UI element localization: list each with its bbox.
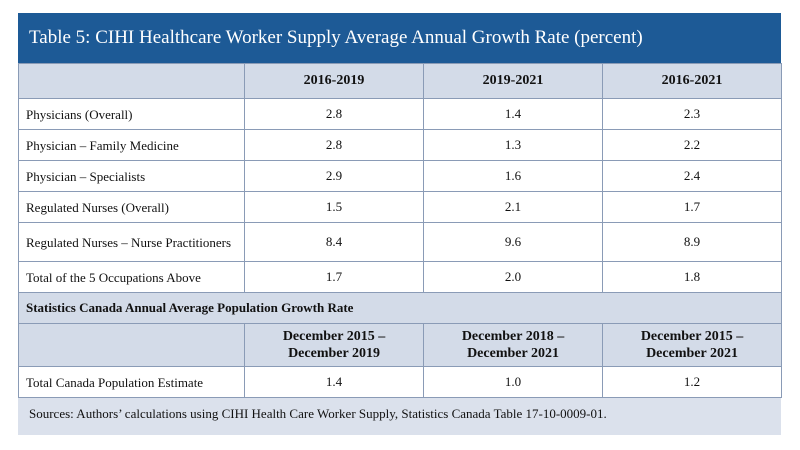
row-label: Total Canada Population Estimate bbox=[18, 366, 245, 398]
header-blank-cell bbox=[18, 323, 245, 367]
column-header: 2016-2021 bbox=[602, 63, 782, 99]
cell-value: 2.3 bbox=[602, 98, 782, 130]
growth-rate-table: 2016-2019 2019-2021 2016-2021 Physicians… bbox=[18, 63, 782, 398]
cell-value: 1.3 bbox=[423, 129, 603, 161]
column-header: 2016-2019 bbox=[244, 63, 424, 99]
cell-value: 1.6 bbox=[423, 160, 603, 192]
cell-value: 1.0 bbox=[423, 366, 603, 398]
row-label: Physician – Specialists bbox=[18, 160, 245, 192]
table-row: Physician – Specialists 2.9 1.6 2.4 bbox=[18, 160, 782, 192]
table-row: Physicians (Overall) 2.8 1.4 2.3 bbox=[18, 98, 782, 130]
column-header-line: December 2021 bbox=[646, 346, 738, 361]
column-header-line: December 2015 – bbox=[282, 329, 386, 344]
table-title: Table 5: CIHI Healthcare Worker Supply A… bbox=[18, 13, 781, 63]
cell-value: 1.7 bbox=[602, 191, 782, 223]
column-header: 2019-2021 bbox=[423, 63, 603, 99]
cell-value: 1.2 bbox=[602, 366, 782, 398]
population-header-row: December 2015 – December 2019 December 2… bbox=[18, 323, 782, 367]
table-header-row: 2016-2019 2019-2021 2016-2021 bbox=[18, 63, 782, 99]
cell-value: 2.8 bbox=[244, 98, 424, 130]
cell-value: 2.1 bbox=[423, 191, 603, 223]
column-header-line: December 2018 – bbox=[461, 329, 565, 344]
section-heading-row: Statistics Canada Annual Average Populat… bbox=[18, 292, 782, 324]
column-header-line: December 2021 bbox=[467, 346, 559, 361]
cell-value: 1.4 bbox=[423, 98, 603, 130]
table-row: Total of the 5 Occupations Above 1.7 2.0… bbox=[18, 261, 782, 293]
column-header: December 2018 – December 2021 bbox=[423, 323, 603, 367]
cell-value: 2.4 bbox=[602, 160, 782, 192]
cell-value: 1.8 bbox=[602, 261, 782, 293]
cell-value: 2.0 bbox=[423, 261, 603, 293]
column-header: December 2015 – December 2019 bbox=[244, 323, 424, 367]
sources-note: Sources: Authors’ calculations using CIH… bbox=[29, 406, 607, 421]
table-row: Regulated Nurses (Overall) 1.5 2.1 1.7 bbox=[18, 191, 782, 223]
column-header: December 2015 – December 2021 bbox=[602, 323, 782, 367]
table-row: Physician – Family Medicine 2.8 1.3 2.2 bbox=[18, 129, 782, 161]
table-row: Regulated Nurses – Nurse Practitioners 8… bbox=[18, 222, 782, 262]
row-label: Physician – Family Medicine bbox=[18, 129, 245, 161]
column-header-line: December 2019 bbox=[288, 346, 380, 361]
cell-value: 2.8 bbox=[244, 129, 424, 161]
cell-value: 8.4 bbox=[244, 222, 424, 262]
row-label: Regulated Nurses (Overall) bbox=[18, 191, 245, 223]
cell-value: 9.6 bbox=[423, 222, 603, 262]
table-figure: Table 5: CIHI Healthcare Worker Supply A… bbox=[18, 13, 782, 435]
header-blank-cell bbox=[18, 63, 245, 99]
cell-value: 1.4 bbox=[244, 366, 424, 398]
row-label: Physicians (Overall) bbox=[18, 98, 245, 130]
cell-value: 2.2 bbox=[602, 129, 782, 161]
cell-value: 2.9 bbox=[244, 160, 424, 192]
cell-value: 1.7 bbox=[244, 261, 424, 293]
cell-value: 8.9 bbox=[602, 222, 782, 262]
table-row: Total Canada Population Estimate 1.4 1.0… bbox=[18, 366, 782, 398]
row-label: Total of the 5 Occupations Above bbox=[18, 261, 245, 293]
section-heading: Statistics Canada Annual Average Populat… bbox=[18, 292, 782, 324]
cell-value: 1.5 bbox=[244, 191, 424, 223]
column-header-line: December 2015 – bbox=[640, 329, 744, 344]
row-label: Regulated Nurses – Nurse Practitioners bbox=[18, 222, 245, 262]
